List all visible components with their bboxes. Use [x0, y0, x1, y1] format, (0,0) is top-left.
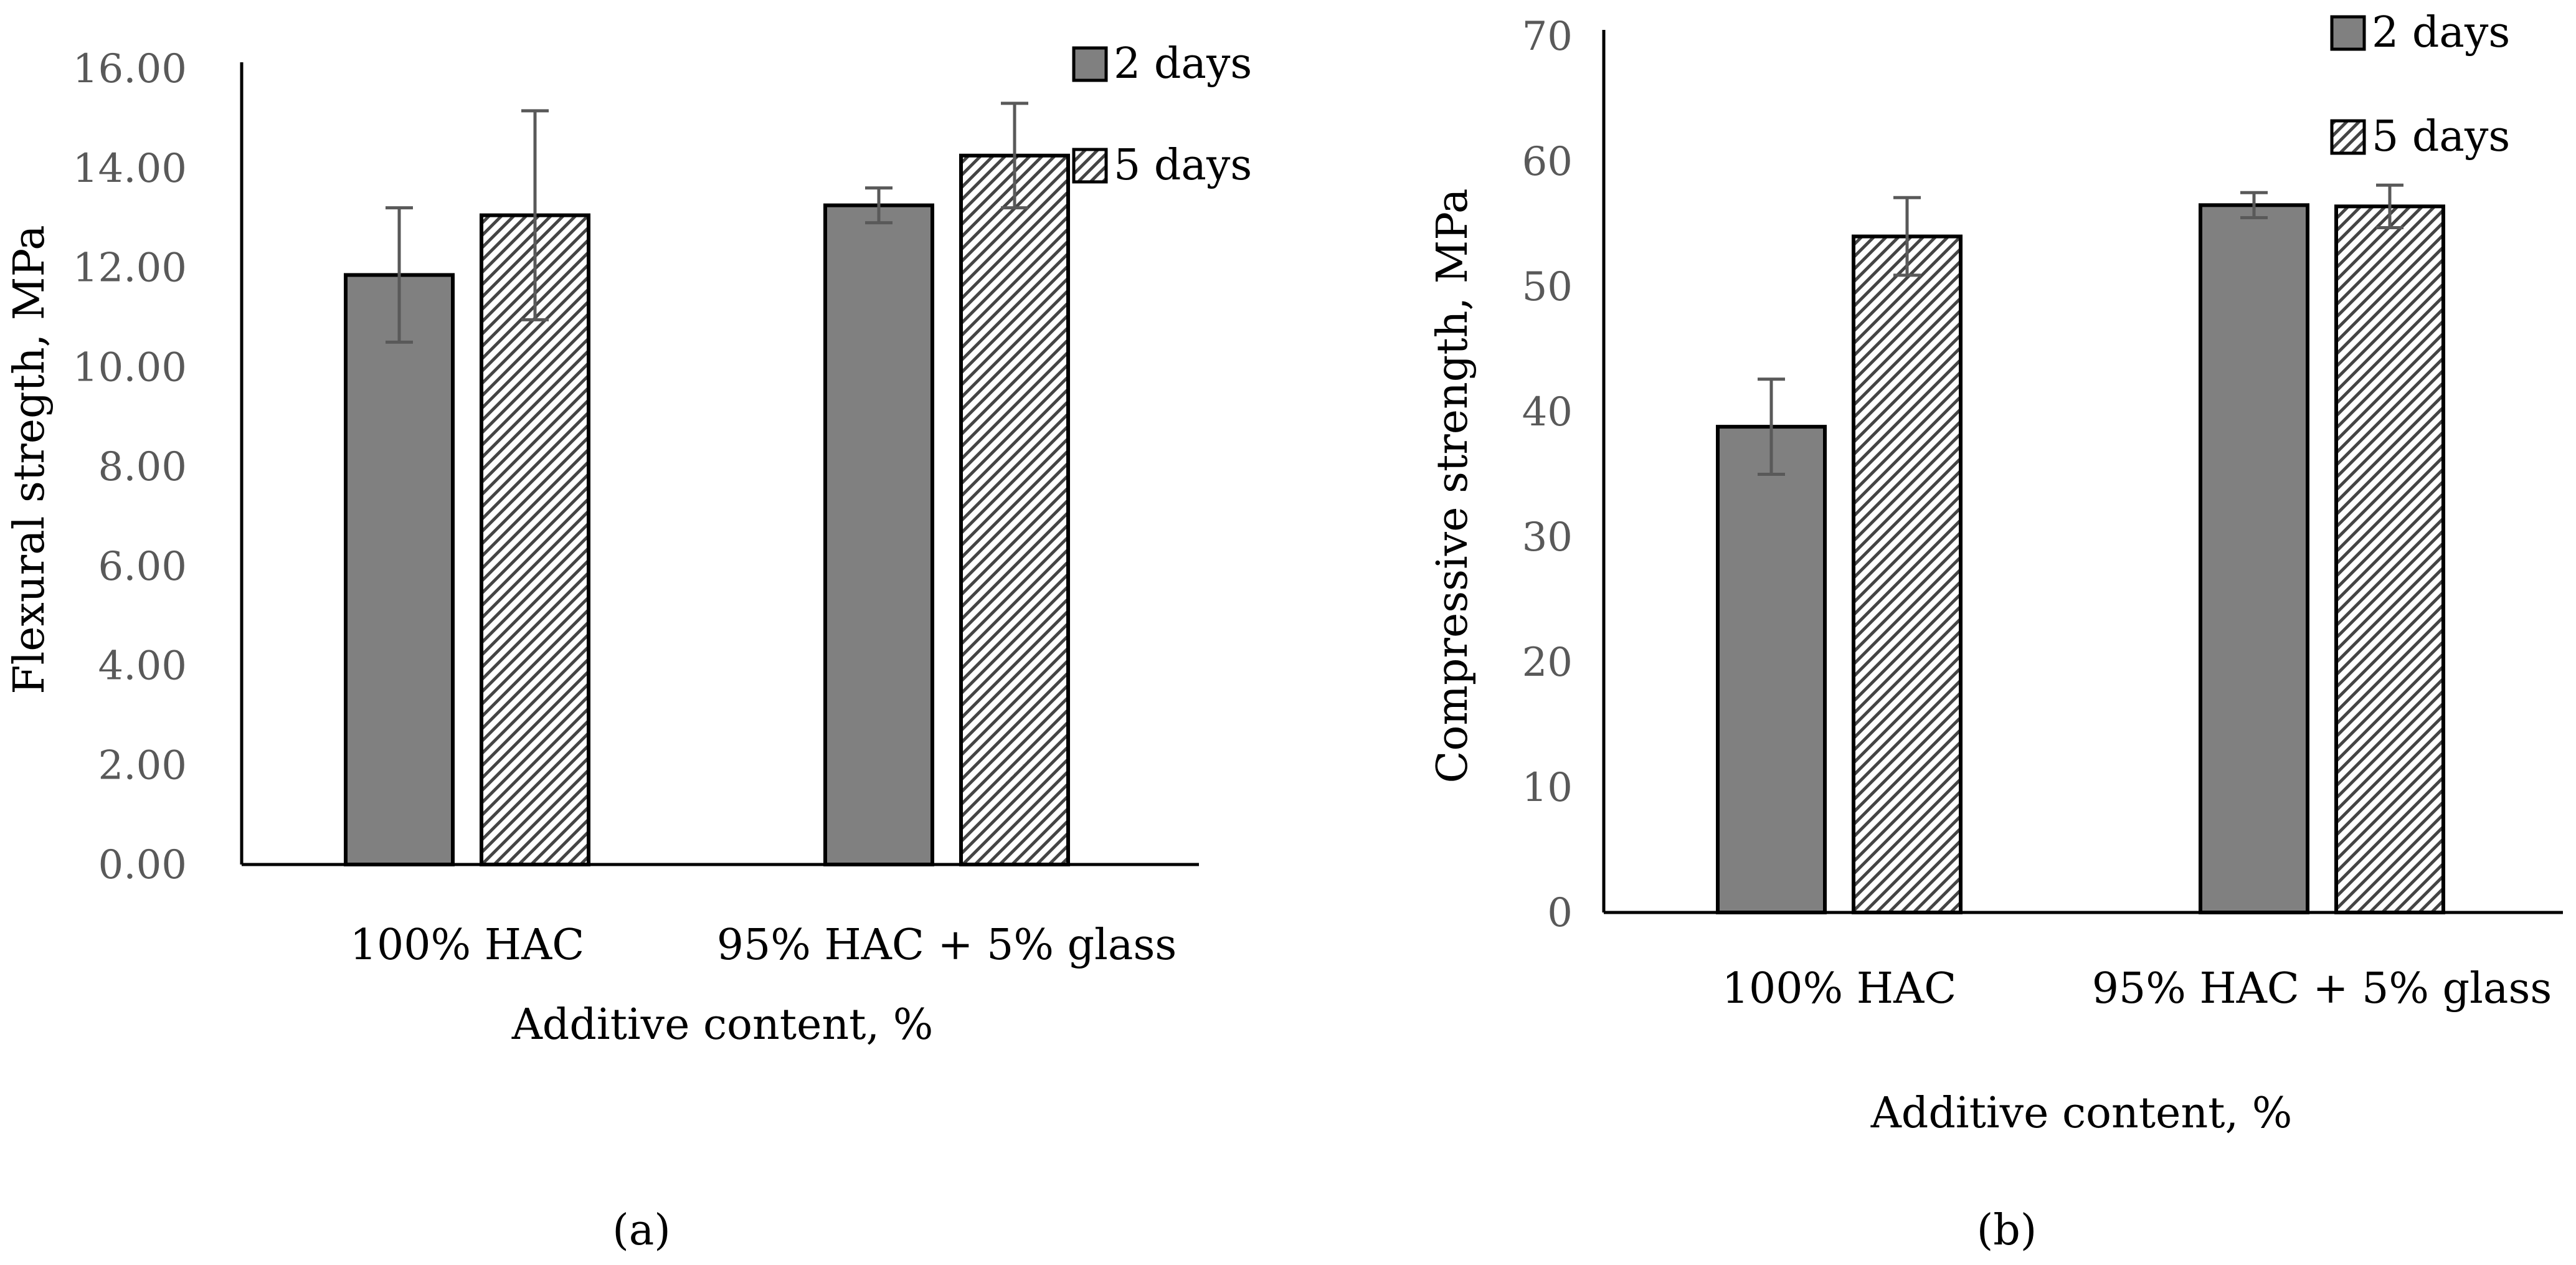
- y-tick-label: 60: [1522, 139, 1573, 185]
- y-tick-label: 10.00: [73, 344, 187, 391]
- x-axis-label: Additive content, %: [511, 1000, 934, 1049]
- error-bar: [865, 186, 893, 225]
- y-axis-label: Compressive strength, MPa: [1428, 188, 1477, 783]
- category-labels: 100% HAC 95% HAC + 5% glass: [350, 921, 1177, 970]
- error-bar: [1893, 196, 1921, 277]
- legend-label: 5 days: [1114, 141, 1252, 190]
- y-tick-label: 40: [1522, 389, 1573, 435]
- legend-swatch-5-days: [1072, 148, 1108, 184]
- x-axis-label: Additive content, %: [1870, 1089, 2293, 1138]
- y-tick-labels: 0.00 2.00 4.00 6.00 8.00 10.00 12.00 14.00 16.00: [73, 46, 187, 888]
- legend: 2 days 5 days: [2330, 8, 2510, 161]
- bar-2-days: [344, 273, 455, 866]
- y-tick-label: 12.00: [73, 245, 187, 291]
- chart-panel-a: Flexural stregth, MPa Additive content, …: [5, 39, 1252, 1255]
- bar-5-days: [2334, 204, 2445, 914]
- bar-5-days: [1852, 234, 1963, 915]
- x-category-label: 95% HAC + 5% glass: [2092, 964, 2552, 1013]
- error-bar: [1001, 102, 1028, 210]
- bar-2-days: [1716, 425, 1827, 914]
- y-tick-label: 6.00: [98, 544, 187, 590]
- x-category-label: 100% HAC: [1722, 964, 1956, 1013]
- error-bar: [2240, 191, 2268, 219]
- y-tick-label: 10: [1522, 765, 1573, 811]
- y-tick-label: 16.00: [73, 46, 187, 92]
- legend-label: 5 days: [2372, 112, 2510, 161]
- y-tick-label: 70: [1522, 14, 1573, 60]
- category-labels: 100% HAC 95% HAC + 5% glass: [1722, 964, 2552, 1013]
- y-tick-label: 50: [1522, 264, 1573, 310]
- y-tick-label: 8.00: [98, 444, 187, 490]
- error-bars: [1758, 183, 2403, 476]
- y-tick-labels: 0 10 20 30 40 50 60 70: [1522, 14, 1573, 936]
- chart-panel-b: Compressive strength, MPa Additive conte…: [1428, 8, 2563, 1255]
- bars: [344, 153, 1070, 867]
- figure-caption: (b): [1977, 1206, 2037, 1255]
- bar-5-days: [959, 153, 1070, 866]
- y-tick-label: 14.00: [73, 146, 187, 192]
- legend-swatch-5-days: [2330, 119, 2366, 155]
- error-bar: [521, 109, 549, 321]
- y-tick-label: 20: [1522, 640, 1573, 686]
- legend-swatch-2-days: [2330, 15, 2366, 51]
- legend-swatch-2-days: [1072, 46, 1108, 82]
- y-tick-label: 2.00: [98, 742, 187, 789]
- error-bars: [386, 102, 1028, 344]
- axes: [1602, 30, 2563, 914]
- axes: [240, 62, 1199, 866]
- error-bar: [386, 206, 413, 344]
- y-tick-label: 30: [1522, 514, 1573, 561]
- bars: [1716, 203, 2445, 915]
- x-category-label: 100% HAC: [350, 921, 584, 970]
- legend: 2 days 5 days: [1072, 39, 1252, 190]
- figure-caption: (a): [612, 1206, 671, 1255]
- y-tick-label: 4.00: [98, 643, 187, 689]
- y-tick-label: 0.00: [98, 842, 187, 888]
- error-bar: [1758, 377, 1785, 476]
- bar-5-days: [480, 213, 590, 867]
- y-tick-label: 0: [1547, 890, 1573, 936]
- error-bar: [2376, 183, 2403, 230]
- legend-label: 2 days: [2372, 8, 2510, 57]
- bar-2-days: [823, 203, 934, 866]
- legend-label: 2 days: [1114, 39, 1252, 88]
- y-axis-label: Flexural stregth, MPa: [5, 225, 54, 694]
- x-category-label: 95% HAC + 5% glass: [717, 921, 1177, 970]
- bar-2-days: [2199, 203, 2309, 915]
